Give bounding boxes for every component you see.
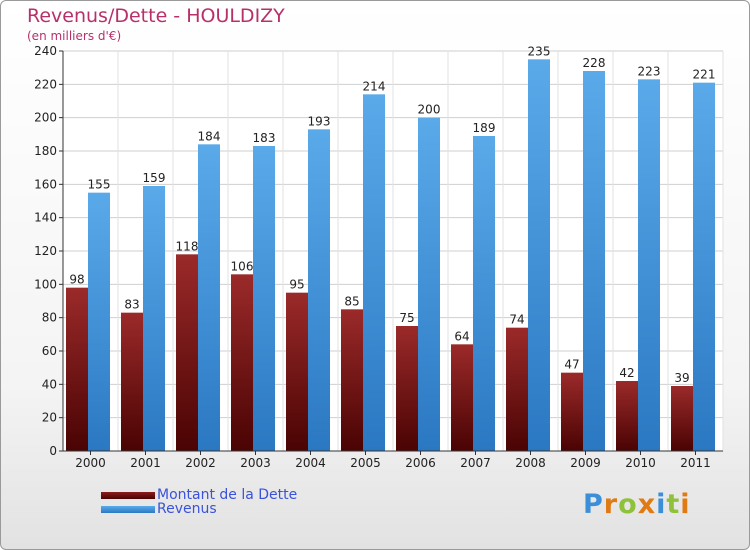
data-label-revenus: 183: [253, 131, 276, 145]
y-tick-label: 220: [34, 77, 57, 91]
axis-layer: 0 20 40 60 80 100 120 140 160 180 200 220 240 2000 200…: [34, 44, 723, 470]
bar-revenus: [638, 79, 660, 451]
chart-title: Revenus/Dette - HOULDIZY: [27, 5, 285, 27]
bar-revenus: [198, 144, 220, 452]
y-tick-label: 100: [34, 277, 57, 291]
bar-dette: [451, 344, 473, 451]
bar-revenus: [253, 146, 275, 451]
bar-dette: [671, 386, 693, 451]
y-tick-label: 240: [34, 44, 57, 58]
data-label-revenus: 214: [363, 79, 386, 93]
logo-letter: t: [666, 489, 681, 520]
bar-dette: [616, 381, 638, 451]
y-tick-label: 200: [34, 111, 57, 125]
bar-dette: [341, 309, 363, 451]
x-tick-label: 2001: [130, 456, 161, 470]
legend-swatch-revenus: [101, 505, 155, 513]
bar-revenus: [418, 117, 440, 452]
legend-item-dette: Montant de la Dette: [101, 487, 297, 503]
legend-label-revenus: Revenus: [157, 501, 217, 517]
y-tick-label: 160: [34, 177, 57, 191]
x-tick-label: 2002: [185, 456, 216, 470]
bar-dette: [506, 327, 528, 451]
data-label-dette: 42: [619, 366, 634, 380]
bar-revenus: [473, 136, 495, 451]
data-label-revenus: 235: [528, 44, 551, 58]
y-tick-label: 120: [34, 244, 57, 258]
data-label-dette: 39: [674, 371, 689, 385]
data-label-dette: 95: [289, 278, 304, 292]
bar-revenus: [88, 192, 110, 451]
data-label-revenus: 155: [88, 178, 111, 192]
bar-dette: [121, 312, 143, 451]
data-label-revenus: 189: [473, 121, 496, 135]
x-tick-label: 2005: [350, 456, 381, 470]
x-tick-label: 2006: [405, 456, 436, 470]
bar-revenus: [583, 71, 605, 451]
legend-swatch-dette: [101, 491, 155, 499]
data-label-dette: 118: [176, 239, 199, 253]
data-label-revenus: 223: [638, 64, 661, 78]
bar-revenus: [143, 186, 165, 451]
x-tick-label: 2000: [75, 456, 106, 470]
bar-revenus: [693, 82, 715, 452]
data-label-revenus: 193: [308, 114, 331, 128]
bar-dette: [286, 292, 308, 451]
grid-layer: [62, 50, 724, 452]
data-label-dette: 74: [509, 313, 524, 327]
x-tick-label: 2008: [515, 456, 546, 470]
bar-revenus: [363, 94, 385, 451]
bar-revenus: [528, 59, 550, 451]
bar-revenus: [308, 129, 330, 452]
y-tick-label: 80: [42, 311, 57, 325]
y-tick-label: 0: [49, 444, 57, 458]
bar-dette: [66, 287, 88, 451]
chart-subtitle: (en milliers d'€): [27, 29, 122, 43]
bar-dette: [176, 254, 198, 451]
x-tick-label: 2010: [625, 456, 656, 470]
data-label-revenus: 184: [198, 129, 221, 143]
x-tick-label: 2003: [240, 456, 271, 470]
label-layer: 98 155 83 159 118 184 106 183 95 193 85 214 75 200 64 1…: [69, 44, 715, 385]
data-label-revenus: 221: [693, 68, 716, 82]
logo-letter: i: [680, 489, 691, 520]
y-tick-label: 40: [42, 377, 57, 391]
y-tick-label: 140: [34, 211, 57, 225]
bar-dette: [231, 274, 253, 451]
y-tick-label: 180: [34, 144, 57, 158]
bar-layer: [66, 59, 715, 452]
data-label-dette: 64: [454, 329, 469, 343]
x-tick-label: 2004: [295, 456, 326, 470]
logo-letter: x: [637, 489, 657, 520]
logo-letter: r: [603, 489, 619, 520]
data-label-revenus: 159: [143, 171, 166, 185]
data-label-dette: 47: [564, 358, 579, 372]
proxiti-logo: Proxiti: [583, 489, 691, 520]
data-label-dette: 85: [344, 294, 359, 308]
y-tick-label: 60: [42, 344, 57, 358]
data-label-dette: 75: [399, 311, 414, 325]
legend-label-dette: Montant de la Dette: [157, 487, 298, 503]
bar-dette: [561, 372, 583, 451]
logo-letter: i: [656, 489, 667, 520]
logo-letter: o: [618, 489, 638, 520]
x-tick-label: 2011: [680, 456, 711, 470]
data-label-dette: 106: [231, 259, 254, 273]
logo-letter: P: [583, 489, 604, 520]
data-label-revenus: 200: [418, 103, 441, 117]
y-tick-label: 20: [42, 411, 57, 425]
legend-item-revenus: Revenus: [101, 501, 217, 517]
x-tick-label: 2009: [570, 456, 601, 470]
data-label-dette: 98: [69, 273, 84, 287]
data-label-revenus: 228: [583, 56, 606, 70]
x-tick-label: 2007: [460, 456, 491, 470]
bar-dette: [396, 326, 418, 451]
data-label-dette: 83: [124, 298, 139, 312]
